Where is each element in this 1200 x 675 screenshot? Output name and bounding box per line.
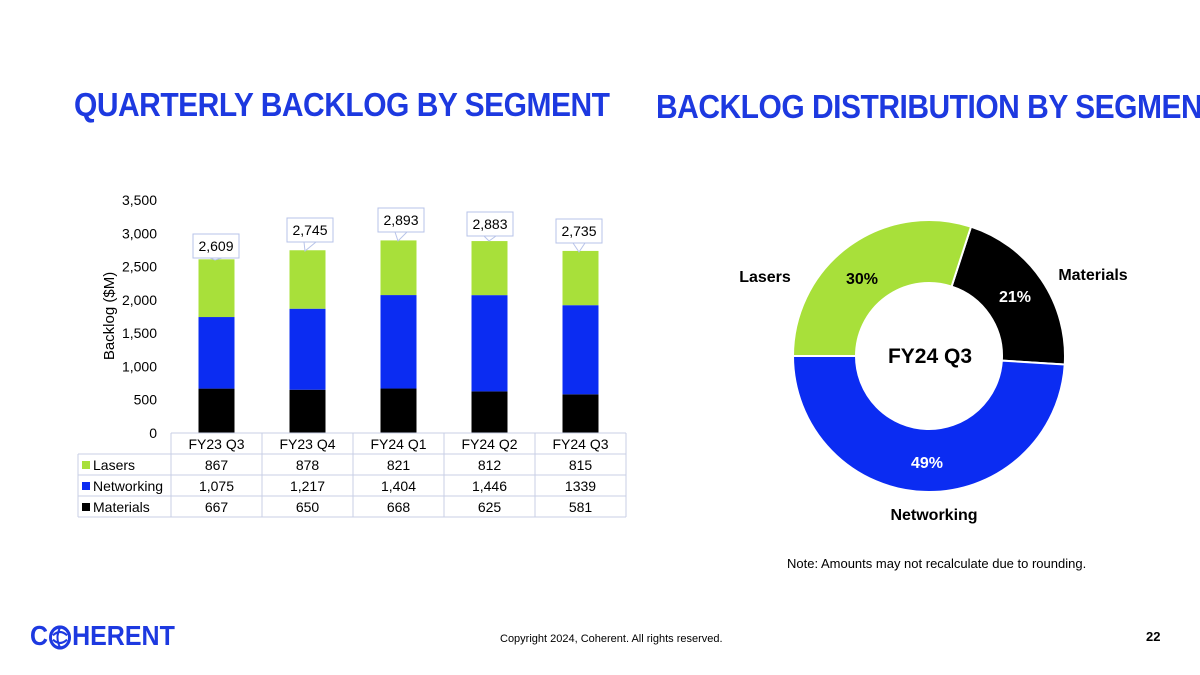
table-cell: 1339 [565,478,596,494]
y-axis-label: Backlog ($M) [101,272,118,360]
table-cell: 1,446 [472,478,507,494]
total-label: 2,745 [292,222,327,238]
table-cell: 667 [205,499,229,515]
y-tick-label: 2,000 [122,292,157,308]
page-number: 22 [1146,629,1161,644]
globe-icon [49,624,72,650]
table-cell: 815 [569,457,593,473]
x-tick-label: FY24 Q2 [461,436,517,452]
bar-materials [471,391,508,433]
table-cell: 812 [478,457,502,473]
y-tick-label: 3,500 [122,192,157,208]
slice-percent-lasers: 30% [846,271,878,288]
bar-materials [198,388,235,433]
bar-lasers [562,250,599,306]
callout-pointer [394,231,408,242]
logo-text-end: HERENT [72,621,175,652]
table-cell: 821 [387,457,411,473]
bar-lasers [198,259,235,318]
callout-box [286,217,334,243]
callout-box [466,211,514,237]
copyright-text: Copyright 2024, Coherent. All rights res… [500,633,723,645]
callout-box [555,218,603,244]
bar-networking [380,295,417,389]
table-cell: 867 [205,457,229,473]
bar-networking [562,305,599,395]
table-cell: 1,404 [381,478,416,494]
y-tick-label: 2,500 [122,259,157,275]
total-label: 2,883 [472,216,507,232]
bar-networking [471,295,508,392]
legend-label-networking: Networking [93,478,163,494]
legend-label-lasers: Lasers [93,457,135,473]
bar-lasers [289,250,326,309]
donut-slice-lasers [791,219,973,357]
y-tick-label: 1,000 [122,358,157,374]
donut-chart: 21% Materials 49% Networking 30% Lasers FY24 Q… [739,219,1128,524]
donut-chart-title: BACKLOG DISTRIBUTION BY SEGMENT [656,89,1200,126]
slice-name-materials: Materials [1058,267,1127,284]
bar-networking [289,308,326,390]
y-tick-label: 500 [134,392,158,408]
callout-pointer [483,235,497,242]
slice-percent-networking: 49% [911,455,943,472]
y-tick-label: 3,000 [122,225,157,241]
callout-pointer [572,242,586,253]
bar-materials [562,394,599,433]
callout-box [192,233,240,259]
bar-networking [198,317,235,389]
legend-label-materials: Materials [93,499,150,515]
callout-pointer [303,241,317,252]
donut-center-label: FY24 Q3 [888,345,972,368]
bar-materials [289,389,326,433]
stacked-bar-chart: 0 500 1,000 1,500 2,000 2,500 3,000 3,500 Backlo… [77,192,627,518]
table-cell: 1,075 [199,478,234,494]
slice-percent-materials: 21% [999,289,1031,306]
legend-swatch-networking [82,482,90,490]
table-cell: 625 [478,499,502,515]
bar-materials [380,388,417,433]
coherent-logo: C HERENT [30,621,175,653]
bar-lasers [380,240,417,296]
table-cell: 668 [387,499,411,515]
table-cell: 878 [296,457,320,473]
table-cell: 1,217 [290,478,325,494]
donut-slice-networking [791,355,1066,493]
x-tick-label: FY23 Q4 [279,436,335,452]
callout-box [377,207,425,233]
x-tick-label: FY24 Q3 [552,436,608,452]
bar-lasers [471,241,508,296]
legend-swatch-materials [82,503,90,511]
donut-slice-materials [950,225,1066,366]
total-label: 2,893 [383,212,418,228]
legend-swatch-lasers [82,461,90,469]
x-tick-label: FY24 Q1 [370,436,426,452]
y-tick-label: 0 [149,425,157,441]
slice-name-lasers: Lasers [739,269,791,286]
total-label: 2,609 [198,238,233,254]
table-cell: 581 [569,499,593,515]
rounding-note: Note: Amounts may not recalculate due to… [787,556,1087,571]
logo-text-start: C [30,621,49,652]
bar-chart-title: QUARTERLY BACKLOG BY SEGMENT [74,87,610,124]
x-tick-label: FY23 Q3 [188,436,244,452]
slice-name-networking: Networking [890,507,977,524]
total-label: 2,735 [561,223,596,239]
y-tick-label: 1,500 [122,325,157,341]
table-cell: 650 [296,499,320,515]
